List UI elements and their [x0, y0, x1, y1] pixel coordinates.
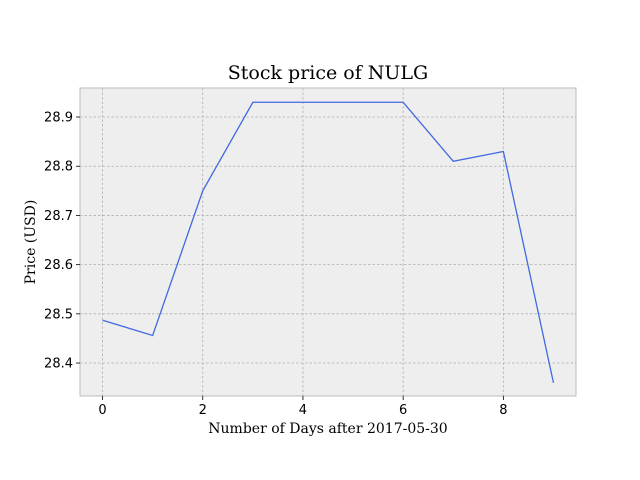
y-tick-label: 28.7: [44, 209, 73, 224]
x-tick-label: 0: [98, 403, 106, 418]
plot-area: [80, 88, 576, 396]
y-tick-label: 28.4: [44, 357, 73, 372]
x-tick-label: 2: [199, 403, 207, 418]
y-ticks: 28.4 28.5 28.6 28.7 28.8 28.9: [44, 111, 80, 372]
x-ticks: 0 2 4 6 8: [98, 396, 507, 418]
x-tick-label: 6: [399, 403, 407, 418]
x-tick-label: 4: [299, 403, 307, 418]
series-line: [102, 101, 555, 383]
y-tick-label: 28.9: [44, 111, 73, 126]
y-tick-label: 28.6: [44, 258, 73, 273]
y-tick-label: 28.8: [44, 160, 73, 175]
grid: [80, 88, 576, 396]
chart-title: Stock price of NULG: [228, 62, 428, 84]
x-axis-label: Number of Days after 2017-05-30: [208, 421, 447, 437]
plot-frame: [79, 87, 577, 397]
y-tick-label: 28.5: [44, 307, 73, 322]
y-axis-label: Price (USD): [23, 200, 39, 285]
x-tick-label: 8: [499, 403, 507, 418]
